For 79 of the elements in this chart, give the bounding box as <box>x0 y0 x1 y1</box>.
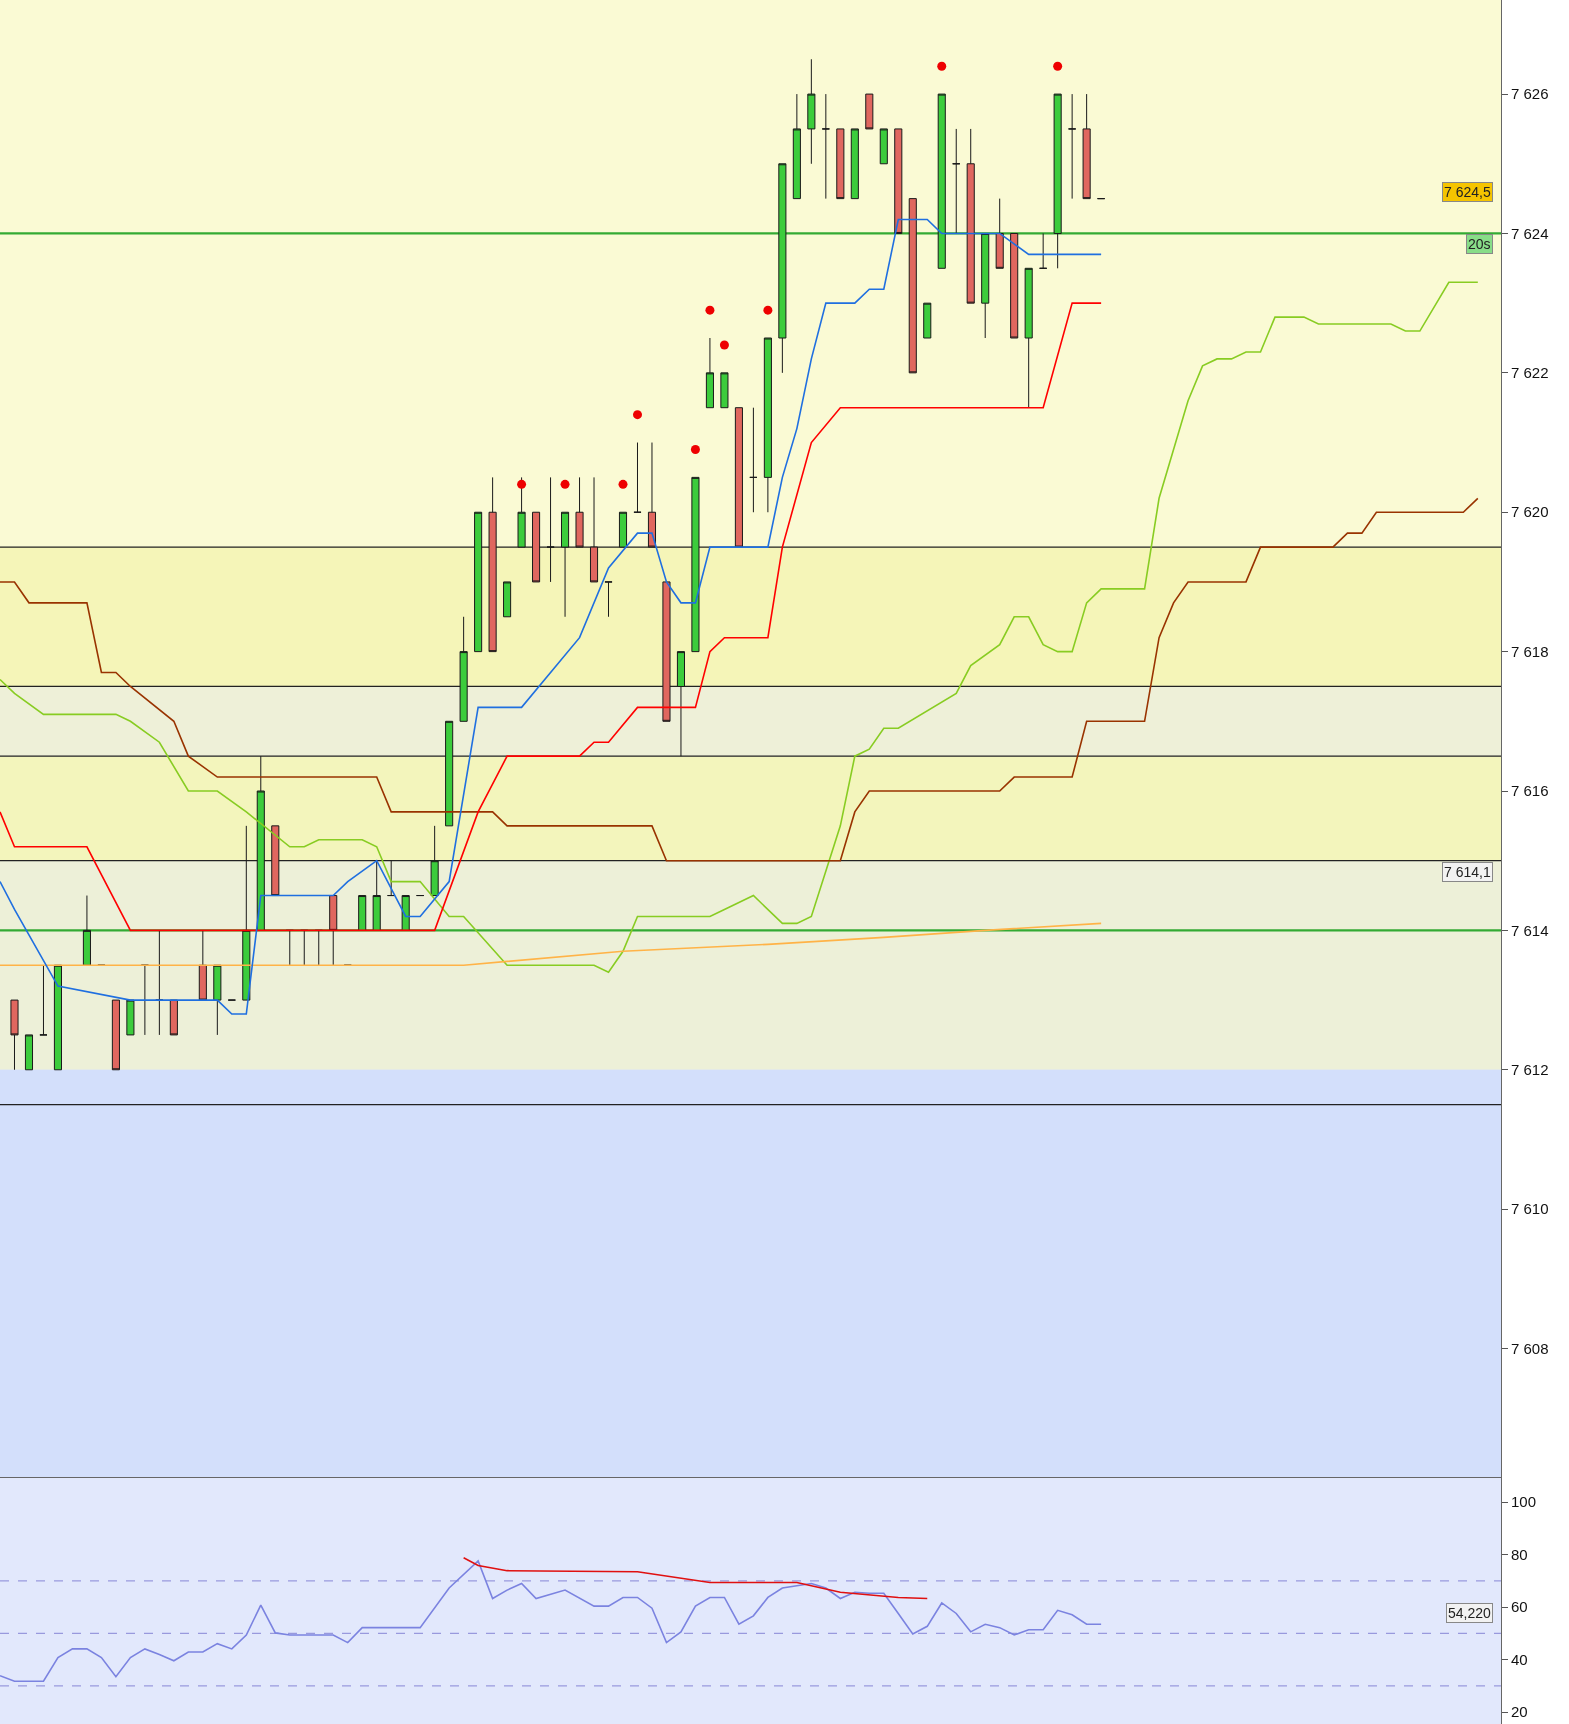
candlestick <box>966 128 975 304</box>
candlestick <box>24 1034 34 1071</box>
candlestick <box>401 895 410 931</box>
y-tick-label: 7 610 <box>1511 1200 1549 1218</box>
y-tick-label: 20 <box>1511 1703 1528 1721</box>
y-tick-label: 7 612 <box>1511 1061 1549 1079</box>
candlestick <box>198 929 207 1001</box>
candlestick <box>1039 232 1048 269</box>
candlestick <box>10 999 19 1071</box>
annotation: 7 624,5 <box>1444 184 1491 200</box>
point <box>560 479 570 489</box>
line-series <box>0 497 1479 862</box>
candlestick <box>1082 93 1091 200</box>
y-tick-label: 7 616 <box>1511 782 1549 800</box>
point <box>705 305 715 315</box>
candlestick <box>39 964 48 1036</box>
candlestick <box>1024 267 1033 409</box>
candlestick <box>329 895 338 966</box>
candlestick <box>908 198 917 374</box>
line-series <box>0 1560 1102 1683</box>
candlestick <box>503 581 512 618</box>
candlestick <box>604 581 613 618</box>
line-series <box>0 922 1102 967</box>
point <box>1053 61 1063 71</box>
candlestick <box>778 163 787 374</box>
candlestick <box>865 93 874 130</box>
y-tick-label: 7 622 <box>1511 364 1549 382</box>
candlestick <box>850 128 859 200</box>
candlestick <box>372 860 381 931</box>
candlestick <box>705 337 714 409</box>
candlestick <box>923 302 932 339</box>
point <box>690 445 700 455</box>
candlestick <box>1053 93 1062 269</box>
point <box>517 479 527 489</box>
candlestick <box>1068 93 1077 200</box>
candlestick <box>749 407 758 513</box>
annotation: 54,220 <box>1448 1605 1492 1621</box>
candlestick <box>879 128 888 165</box>
y-tick-label: 100 <box>1511 1493 1537 1511</box>
point <box>937 61 947 71</box>
candlestick <box>720 372 729 409</box>
y-tick-label: 40 <box>1511 1650 1528 1668</box>
candlestick <box>53 964 62 1071</box>
candlestick <box>213 964 222 1036</box>
candlestick <box>763 337 772 513</box>
candlestick <box>836 128 845 200</box>
point <box>632 410 642 420</box>
line-series <box>0 302 1102 932</box>
point <box>763 305 773 315</box>
candlestick <box>1010 232 1019 339</box>
candlestick <box>633 442 642 513</box>
y-tick-label: 7 626 <box>1511 85 1549 103</box>
candlestick <box>111 999 120 1071</box>
y-tick-label: 80 <box>1511 1545 1528 1563</box>
candlestick <box>169 999 178 1036</box>
point <box>618 479 628 489</box>
y-tick-label: 7 620 <box>1511 503 1549 521</box>
candlestick <box>952 128 961 234</box>
candlestick <box>792 93 801 200</box>
candlestick <box>821 93 830 200</box>
line-series <box>0 218 1102 1015</box>
y-tick-label: 60 <box>1511 1598 1528 1616</box>
candlestick <box>894 128 903 234</box>
y-tick-label: 7 618 <box>1511 642 1549 660</box>
candlestick <box>937 93 946 269</box>
point <box>719 340 729 350</box>
candlestick <box>734 407 743 548</box>
annotation: 20s <box>1468 236 1491 252</box>
candlestick <box>807 58 816 165</box>
candlestick <box>358 895 367 931</box>
y-tick-label: 7 614 <box>1511 921 1549 939</box>
candlestick <box>126 999 135 1036</box>
annotation: 7 614,1 <box>1444 864 1491 880</box>
candlestick <box>981 232 990 339</box>
y-tick-label: 7 608 <box>1511 1339 1549 1357</box>
line-series <box>462 1557 929 1600</box>
candlestick <box>995 198 1004 269</box>
candlestick <box>82 895 91 966</box>
y-tick-label: 7 624 <box>1511 224 1549 242</box>
